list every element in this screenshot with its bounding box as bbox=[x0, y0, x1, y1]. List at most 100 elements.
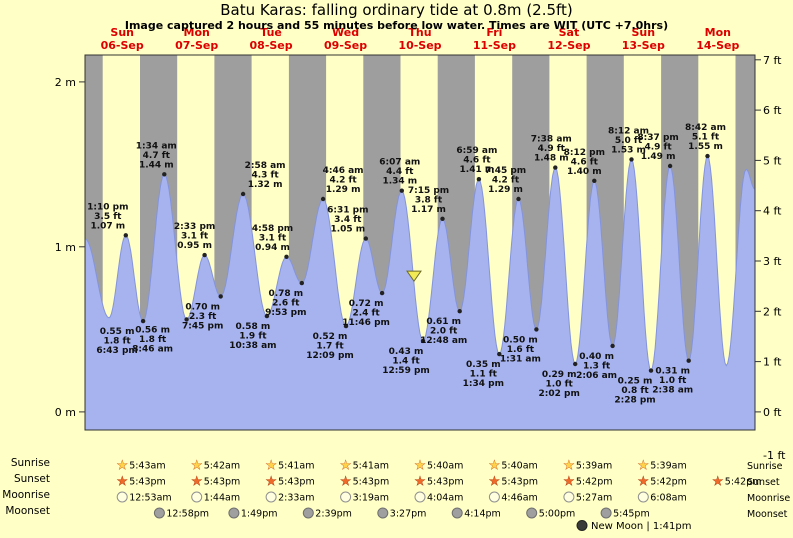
day-name: Fri bbox=[486, 26, 502, 39]
tide-extreme-label: 2.3 ft bbox=[189, 312, 217, 322]
tide-extreme-dot bbox=[379, 290, 385, 296]
page-title: Batu Karas: falling ordinary tide at 0.8… bbox=[220, 1, 573, 19]
tide-extreme-dot bbox=[202, 252, 207, 258]
tide-extreme-label: 1.32 m bbox=[248, 180, 283, 190]
sunrise-time: 5:42am bbox=[204, 461, 240, 472]
sunrise-row-label-left: Sunrise bbox=[10, 457, 50, 469]
sunset-time: 5:42pm bbox=[576, 477, 613, 488]
tide-extreme-dot bbox=[240, 191, 246, 197]
day-date: 14-Sep bbox=[696, 39, 739, 52]
tide-extreme-dot bbox=[440, 216, 445, 221]
tide-extreme-dot bbox=[218, 294, 223, 299]
day-name: Mon bbox=[184, 26, 210, 39]
sunset-icon: ★ bbox=[415, 474, 426, 488]
tide-extreme-label: 1.41 m bbox=[460, 165, 495, 175]
y-axis-label-left: 1 m bbox=[55, 241, 76, 254]
y-axis-label-right: 5 ft bbox=[763, 154, 782, 167]
sunrise-time: 5:43am bbox=[129, 461, 165, 472]
tide-extreme-label: 2:28 pm bbox=[614, 396, 655, 406]
tide-extreme-dot bbox=[516, 196, 521, 202]
tide-extreme-dot bbox=[162, 172, 167, 177]
tide-extreme-label: 0.40 m bbox=[579, 352, 614, 362]
moonset-icon bbox=[302, 507, 314, 519]
tide-extreme-label: 2.0 ft bbox=[430, 327, 458, 337]
moonset-icon bbox=[153, 507, 165, 519]
day-date: 12-Sep bbox=[547, 39, 590, 52]
day-date: 11-Sep bbox=[473, 39, 516, 52]
tide-extreme-label: 4.3 ft bbox=[251, 171, 279, 181]
tide-extreme-label: 0.31 m bbox=[655, 367, 690, 377]
tide-extreme-dot bbox=[553, 165, 558, 170]
moonset-time: 3:27pm bbox=[390, 509, 427, 520]
tide-extreme-label: 4.9 ft bbox=[538, 144, 566, 154]
tide-extreme-dot bbox=[476, 177, 482, 182]
tide-extreme-label: 2.4 ft bbox=[352, 309, 380, 319]
sunrise-time: 5:41am bbox=[278, 461, 314, 472]
tide-extreme-label: 2:02 pm bbox=[539, 389, 580, 399]
tide-extreme-label: 12:09 pm bbox=[306, 351, 354, 361]
tide-extreme-dot bbox=[184, 317, 189, 322]
sunset-time: 5:42pm bbox=[725, 477, 762, 488]
day-date: 13-Sep bbox=[622, 39, 665, 52]
day-name: Sun bbox=[110, 26, 134, 39]
sunrise-icon: ★ bbox=[564, 458, 575, 472]
tide-extreme-dot bbox=[457, 309, 462, 314]
tide-extreme-label: 1.44 m bbox=[139, 160, 174, 170]
tide-extreme-label: 7:45 pm bbox=[182, 321, 223, 331]
tide-extreme-label: 3.1 ft bbox=[259, 233, 287, 243]
moonrise-icon bbox=[191, 491, 203, 503]
moonrise-icon bbox=[637, 491, 649, 503]
tide-extreme-label: 1:34 pm bbox=[463, 379, 504, 389]
y-axis-label-right: 6 ft bbox=[763, 104, 782, 117]
tide-extreme-label: 4:46 am bbox=[323, 166, 364, 176]
sunset-icon: ★ bbox=[117, 474, 128, 488]
moonrise-icon bbox=[414, 491, 426, 503]
sunrise-icon: ★ bbox=[340, 458, 351, 472]
moonrise-time: 5:27am bbox=[576, 493, 612, 504]
tide-extreme-label: 1.07 m bbox=[90, 221, 125, 231]
tide-extreme-label: 0.94 m bbox=[255, 243, 290, 253]
day-name: Sun bbox=[632, 26, 656, 39]
tide-extreme-label: 8:46 am bbox=[132, 344, 173, 354]
sunset-icon: ★ bbox=[489, 474, 500, 488]
tide-extreme-label: 1.6 ft bbox=[507, 345, 535, 355]
tide-extreme-label: 4:58 pm bbox=[252, 224, 293, 234]
sunset-time: 5:43pm bbox=[501, 477, 538, 488]
sunrise-icon: ★ bbox=[638, 458, 649, 472]
sunrise-icon: ★ bbox=[191, 458, 202, 472]
plot-frame bbox=[84, 54, 756, 431]
new-moon-icon bbox=[576, 520, 588, 531]
tide-extreme-label: 0.50 m bbox=[503, 335, 538, 345]
tide-extreme-label: 7:45 pm bbox=[485, 166, 526, 176]
moonrise-icon bbox=[265, 491, 277, 503]
tide-extreme-label: 0.35 m bbox=[466, 360, 501, 370]
tide-extreme-label: 8:42 am bbox=[685, 123, 726, 133]
sunset-icon: ★ bbox=[340, 474, 351, 488]
moonrise-icon bbox=[563, 491, 575, 503]
tide-extreme-label: 8:12 am bbox=[608, 126, 649, 136]
moonrise-row-label-left: Moonrise bbox=[2, 489, 50, 501]
y-axis-label-right: 1 ft bbox=[763, 356, 782, 369]
tide-extreme-label: 4.7 ft bbox=[143, 151, 171, 161]
tide-extreme-label: 6:07 am bbox=[379, 158, 420, 168]
moonset-icon bbox=[451, 507, 463, 519]
moonset-time: 2:39pm bbox=[315, 509, 352, 520]
tide-extreme-label: 9:53 pm bbox=[265, 308, 306, 318]
tide-extreme-label: 1.34 m bbox=[382, 177, 417, 187]
moonset-icon bbox=[377, 507, 389, 519]
tide-extreme-dot bbox=[629, 157, 634, 162]
tide-extreme-label: 8:37 pm bbox=[637, 133, 678, 143]
moonset-icon bbox=[600, 507, 612, 519]
y-axis-label-right: 7 ft bbox=[763, 54, 782, 67]
tide-extreme-label: 0.43 m bbox=[389, 347, 424, 357]
tide-extreme-label: 0.52 m bbox=[313, 332, 348, 342]
tide-extreme-dot bbox=[592, 178, 597, 183]
tide-extreme-dot bbox=[705, 153, 710, 159]
tide-extreme-label: 4.9 ft bbox=[644, 143, 672, 153]
tide-extreme-dot bbox=[573, 361, 578, 367]
sunrise-time: 5:40am bbox=[501, 461, 537, 472]
sunrise-time: 5:41am bbox=[353, 461, 389, 472]
tide-extreme-label: 11:46 pm bbox=[342, 318, 390, 328]
moonset-row-label-right: Moonset bbox=[747, 509, 788, 520]
moonset-time: 12:58pm bbox=[166, 509, 209, 520]
